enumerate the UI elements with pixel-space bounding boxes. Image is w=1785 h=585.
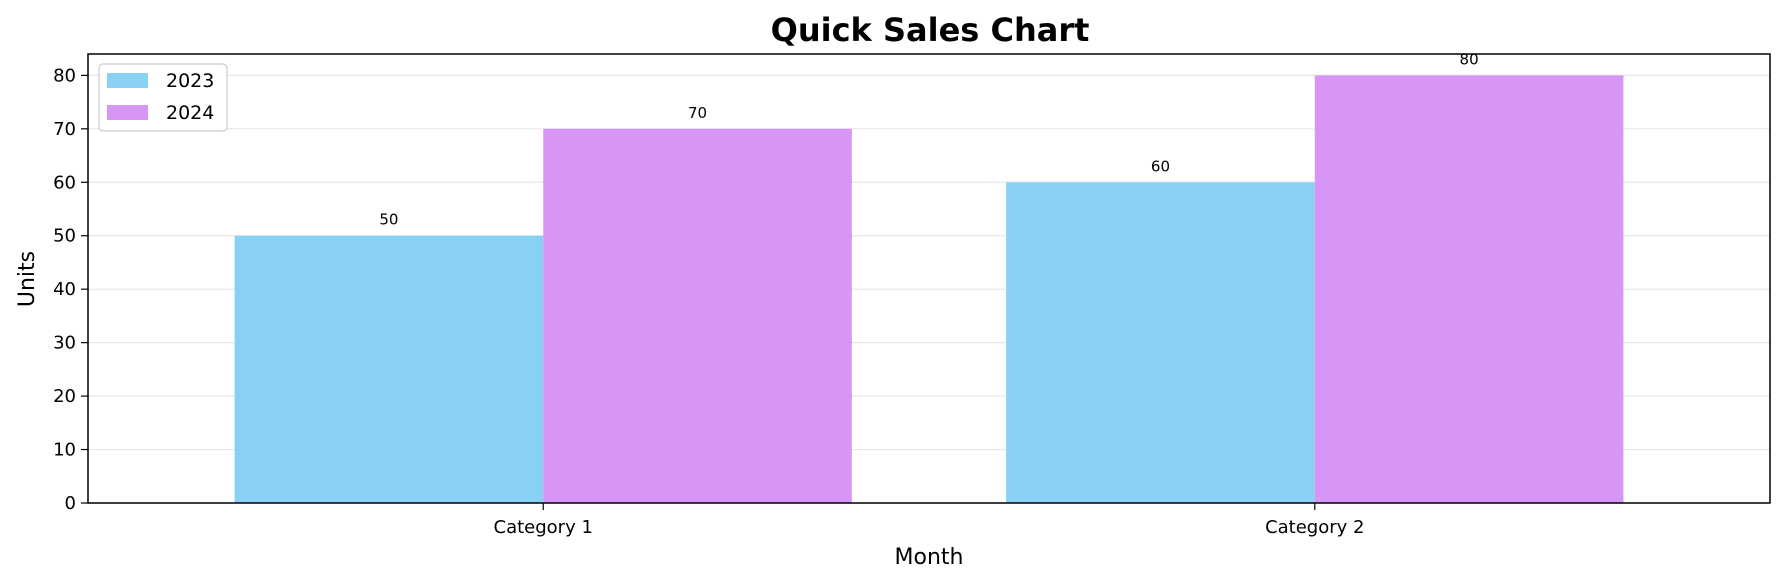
data-labels: 50 60 70 80 [379, 50, 1478, 228]
y-axis-ticks: 0 10 20 30 40 50 60 70 80 [53, 65, 88, 514]
bar-value-label: 80 [1460, 50, 1479, 68]
x-axis-label: Month [895, 545, 964, 570]
y-tick-label: 40 [53, 279, 76, 300]
x-tick-label: Category 1 [494, 517, 593, 538]
y-axis-label: Units [15, 251, 40, 307]
x-tick-label: Category 2 [1265, 517, 1364, 538]
legend: 2023 2024 [98, 63, 228, 132]
bars [234, 75, 1624, 504]
legend-items: 2023 2024 [107, 70, 214, 124]
y-tick-label: 80 [53, 65, 76, 86]
y-tick-label: 50 [53, 226, 76, 247]
y-tick-label: 60 [53, 172, 76, 193]
y-tick-label: 30 [53, 333, 76, 354]
bar-value-label: 60 [1151, 157, 1170, 175]
legend-swatch [107, 105, 148, 120]
bar-value-label: 50 [379, 211, 398, 229]
y-tick-label: 0 [65, 493, 76, 514]
bar-series-0-category-0 [234, 235, 544, 503]
bar-value-label: 70 [688, 104, 707, 122]
x-axis-ticks: Category 1 Category 2 [494, 503, 1364, 538]
y-tick-label: 70 [53, 119, 76, 140]
chart-title: Quick Sales Chart [771, 11, 1090, 49]
bar-series-1-category-0 [543, 128, 852, 504]
y-tick-label: 20 [53, 386, 76, 407]
bar-series-0-category-1 [1006, 182, 1315, 504]
legend-label: 2024 [166, 102, 214, 124]
legend-swatch [107, 73, 148, 88]
y-tick-label: 10 [53, 440, 76, 461]
legend-label: 2023 [166, 70, 214, 92]
bar-series-1-category-1 [1314, 75, 1624, 503]
plot-frame [87, 53, 1771, 504]
